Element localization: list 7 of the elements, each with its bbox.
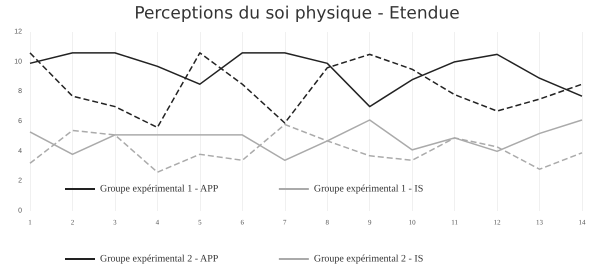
- legend-label: Groupe expérimental 2 - IS: [314, 254, 424, 264]
- chart-title: Perceptions du soi physique - Etendue: [134, 4, 460, 24]
- legend-label: Groupe expérimental 2 - APP: [100, 254, 219, 264]
- line-series: [29, 124, 583, 173]
- legend-label: Groupe expérimental 1 - APP: [100, 184, 219, 194]
- legend-label: Groupe expérimental 1 - IS: [314, 184, 424, 194]
- line-series: [29, 52, 583, 128]
